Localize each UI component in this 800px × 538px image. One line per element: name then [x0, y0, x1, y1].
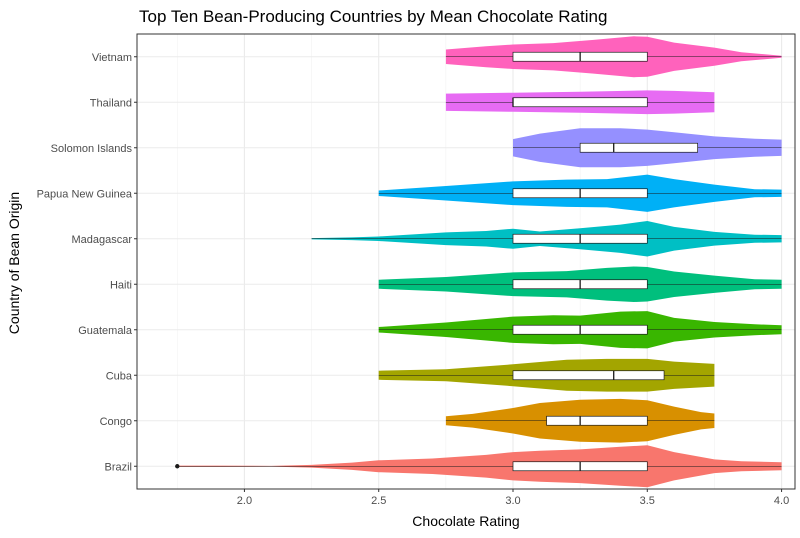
- panel-border: [136, 33, 796, 490]
- x-tick-label: 2.5: [371, 495, 386, 507]
- x-tick-label: 3.5: [640, 495, 655, 507]
- y-tick-label: Vietnam: [92, 52, 132, 64]
- x-tick-label: 3.0: [505, 495, 520, 507]
- y-tick-label: Solomon Islands: [51, 143, 133, 155]
- box: [579, 142, 698, 153]
- y-tick-label: Thailand: [90, 97, 132, 109]
- y-tick-label: Brazil: [104, 461, 132, 473]
- outlier-point: [175, 464, 180, 469]
- violins: [177, 36, 782, 488]
- y-tick-label: Guatemala: [78, 325, 133, 337]
- y-tick-label: Congo: [100, 416, 132, 428]
- x-tick-label: 4.0: [774, 495, 789, 507]
- y-tick-label: Papua New Guinea: [37, 188, 133, 200]
- box: [512, 370, 665, 381]
- chart-title: Top Ten Bean-Producing Countries by Mean…: [139, 7, 607, 26]
- y-tick-label: Madagascar: [71, 234, 132, 246]
- y-tick-label: Haiti: [110, 279, 132, 291]
- x-axis-ticks: 2.0 2.5 3.0 3.5 4.0: [237, 489, 789, 507]
- x-tick-label: 2.0: [237, 495, 252, 507]
- y-axis-title: Country of Bean Origin: [6, 192, 22, 334]
- box: [546, 415, 648, 426]
- boxplots: [175, 51, 782, 472]
- y-tick-label: Cuba: [106, 370, 133, 382]
- y-axis-ticks: Brazil Congo Cuba Guatemala Haiti Madagascar P…: [37, 52, 137, 473]
- x-axis-title: Chocolate Rating: [412, 513, 519, 529]
- box: [512, 97, 648, 108]
